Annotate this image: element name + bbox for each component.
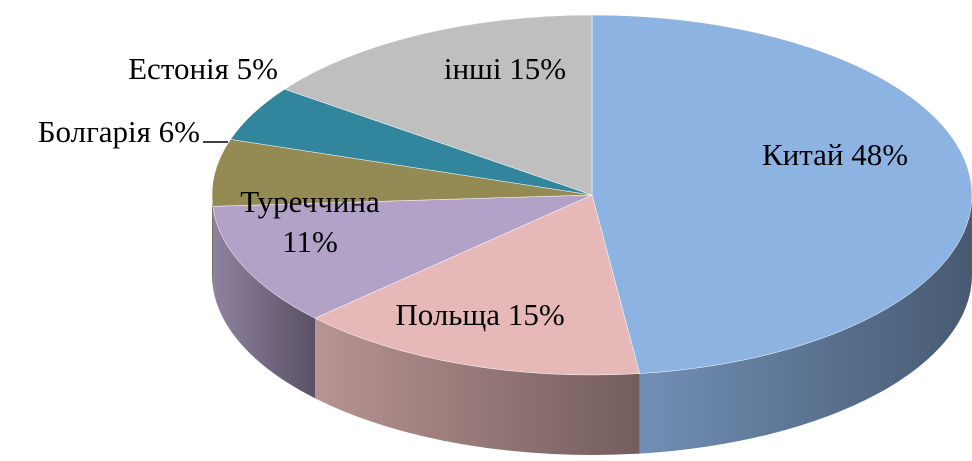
slice	[212, 194, 593, 319]
category-label: Польща	[395, 297, 500, 332]
value-label: 15%	[508, 297, 565, 332]
value-label: 5%	[237, 51, 278, 86]
slice-label: Китай 48%	[762, 137, 908, 172]
slice	[284, 14, 593, 196]
value-label: 15%	[509, 51, 566, 86]
slice	[591, 14, 972, 374]
slice-side	[314, 318, 640, 456]
slice-label: Туреччина	[240, 184, 380, 219]
category-label: інші	[444, 51, 502, 86]
value-label: 48%	[851, 137, 908, 172]
slice-label: інші 15%	[444, 51, 566, 86]
slice-side	[639, 195, 972, 454]
slice-side	[212, 206, 315, 399]
slice-label: Польща 15%	[395, 297, 564, 332]
slice	[211, 139, 593, 207]
slice	[314, 194, 640, 376]
slice-label: Болгарія 6%	[38, 114, 200, 149]
value-label: 6%	[159, 114, 200, 149]
slice-label: Естонія 5%	[128, 51, 278, 86]
category-label: Китай	[762, 137, 844, 172]
slice-side	[212, 195, 213, 287]
category-label: Болгарія	[38, 114, 151, 149]
category-label: Естонія	[128, 51, 229, 86]
slice-value-label: 11%	[282, 224, 338, 259]
